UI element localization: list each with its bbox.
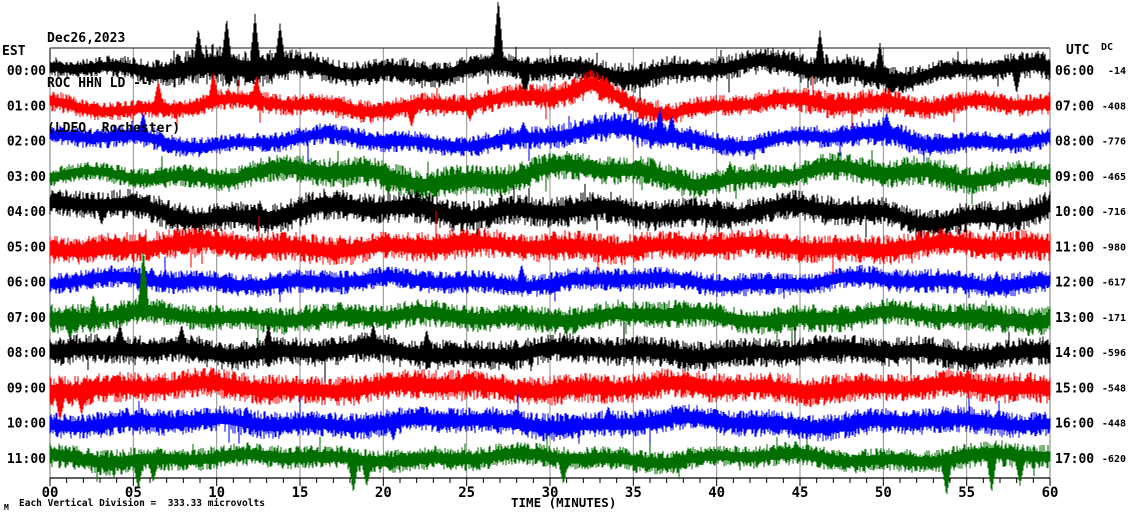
right-axis-header: UTC bbox=[1066, 43, 1090, 58]
row-dc-value: -448 bbox=[1102, 419, 1126, 430]
watermark-m: M bbox=[4, 503, 9, 512]
row-label-est: 04:00 bbox=[7, 205, 46, 220]
row-label-utc: 07:00 bbox=[1055, 99, 1094, 114]
row-label-utc: 14:00 bbox=[1055, 346, 1094, 361]
x-tick-label: 30 bbox=[542, 485, 559, 501]
row-label-est: 03:00 bbox=[7, 170, 46, 185]
title-block: Dec26,2023 ROC HHN LD -- (LDEO, Rocheste… bbox=[47, 1, 180, 166]
row-label-utc: 16:00 bbox=[1055, 417, 1094, 432]
x-axis-title: TIME (MINUTES) bbox=[511, 495, 617, 510]
row-dc-value: -14 bbox=[1108, 66, 1126, 77]
trace-row-0600 bbox=[49, 256, 1051, 306]
x-tick-label: 55 bbox=[958, 485, 975, 501]
row-dc-value: -980 bbox=[1102, 242, 1126, 253]
trace-row-0000 bbox=[49, 2, 1051, 101]
row-label-est: 11:00 bbox=[7, 452, 46, 467]
trace-row-0800 bbox=[49, 322, 1051, 383]
trace-row-0900 bbox=[49, 367, 1051, 422]
row-dc-value: -716 bbox=[1102, 207, 1126, 218]
row-dc-value: -617 bbox=[1102, 278, 1126, 289]
x-tick-label: 35 bbox=[625, 485, 642, 501]
title-date: Dec26,2023 bbox=[47, 31, 126, 46]
row-label-est: 08:00 bbox=[7, 346, 46, 361]
x-tick-label: 40 bbox=[708, 485, 725, 501]
row-dc-value: -408 bbox=[1102, 101, 1126, 112]
trace-row-0300 bbox=[49, 150, 1051, 205]
x-tick-label: 15 bbox=[292, 485, 309, 501]
row-label-utc: 09:00 bbox=[1055, 170, 1094, 185]
x-tick-label: 10 bbox=[208, 485, 225, 501]
row-label-utc: 12:00 bbox=[1055, 276, 1094, 291]
trace-row-0400 bbox=[49, 183, 1051, 244]
x-tick-label: 20 bbox=[375, 485, 392, 501]
row-label-utc: 08:00 bbox=[1055, 135, 1094, 150]
row-label-utc: 17:00 bbox=[1055, 452, 1094, 467]
row-label-est: 07:00 bbox=[7, 311, 46, 326]
row-dc-value: -620 bbox=[1102, 454, 1126, 465]
row-label-est: 09:00 bbox=[7, 381, 46, 396]
row-dc-value: -548 bbox=[1102, 383, 1126, 394]
trace-row-0100 bbox=[49, 69, 1051, 128]
x-tick-label: 45 bbox=[792, 485, 809, 501]
trace-row-1100 bbox=[49, 433, 1051, 495]
row-label-est: 02:00 bbox=[7, 135, 46, 150]
title-location: (LDEO, Rochester) bbox=[47, 121, 181, 136]
row-label-est: 01:00 bbox=[7, 99, 46, 114]
row-dc-value: -465 bbox=[1102, 172, 1126, 183]
title-station: ROC HHN LD -- bbox=[47, 76, 149, 91]
x-tick-label: 00 bbox=[42, 485, 59, 501]
row-label-est: 10:00 bbox=[7, 417, 46, 432]
row-dc-value: -171 bbox=[1102, 313, 1126, 324]
row-label-utc: 06:00 bbox=[1055, 64, 1094, 79]
x-tick-label: 50 bbox=[875, 485, 892, 501]
left-axis-header: EST bbox=[2, 44, 26, 59]
row-dc-value: -776 bbox=[1102, 137, 1126, 148]
x-tick-label: 25 bbox=[458, 485, 475, 501]
dc-column-header: DC bbox=[1101, 42, 1114, 53]
row-label-utc: 11:00 bbox=[1055, 240, 1094, 255]
row-label-utc: 15:00 bbox=[1055, 381, 1094, 396]
row-label-est: 00:00 bbox=[7, 64, 46, 79]
row-label-est: 06:00 bbox=[7, 276, 46, 291]
trace-row-0500 bbox=[49, 210, 1051, 282]
row-label-utc: 10:00 bbox=[1055, 205, 1094, 220]
row-dc-value: -596 bbox=[1102, 348, 1126, 359]
row-label-est: 05:00 bbox=[7, 240, 46, 255]
trace-row-1000 bbox=[49, 393, 1051, 453]
scale-caption: Each Vertical Division = 333.33 microvol… bbox=[19, 498, 265, 509]
x-tick-label: 60 bbox=[1042, 485, 1059, 501]
trace-row-0700 bbox=[49, 252, 1051, 348]
trace-row-0200 bbox=[49, 108, 1051, 162]
x-tick-label: 05 bbox=[125, 485, 142, 501]
row-label-utc: 13:00 bbox=[1055, 311, 1094, 326]
